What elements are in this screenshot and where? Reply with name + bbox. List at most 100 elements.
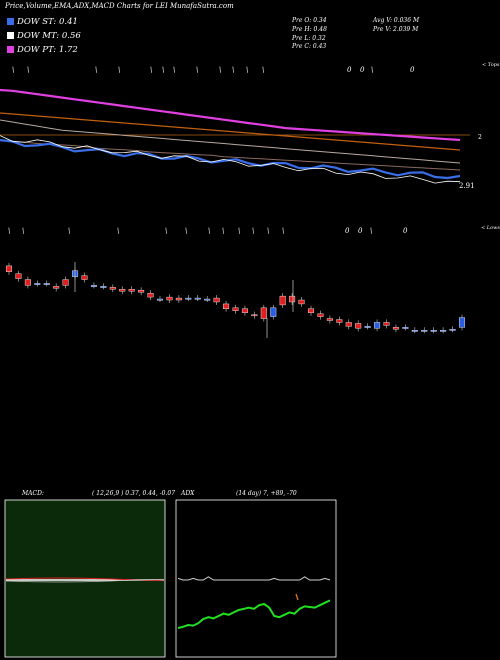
legend-dow-pt: DOW PT: 1.72 bbox=[7, 45, 78, 55]
low-mark: \ bbox=[222, 227, 224, 235]
candle-body bbox=[5, 265, 12, 272]
candle-body bbox=[308, 308, 315, 313]
adx-plus-di-line bbox=[177, 599, 331, 629]
candle-body bbox=[109, 287, 116, 290]
candle-body bbox=[364, 326, 371, 328]
macd-line bbox=[5, 579, 165, 583]
adx-minus-di-mark bbox=[295, 593, 299, 601]
legend-swatch-st bbox=[7, 18, 14, 25]
candle-body bbox=[232, 307, 239, 311]
last-price-label: 2.91 bbox=[459, 182, 475, 190]
candle-body bbox=[449, 329, 456, 331]
low-mark: \ bbox=[370, 227, 372, 235]
ema-line-white bbox=[0, 135, 461, 184]
candle-body bbox=[119, 289, 126, 292]
ema-line-orange bbox=[0, 112, 461, 151]
candle-body bbox=[317, 313, 324, 317]
low-mark: \ bbox=[208, 227, 210, 235]
candle-body bbox=[213, 297, 220, 303]
legend-swatch-pt bbox=[7, 46, 14, 53]
candle-body bbox=[185, 297, 192, 300]
top-mark: \ bbox=[173, 66, 175, 74]
top-mark: \ bbox=[246, 66, 248, 74]
legend-label-st: DOW ST: 0.41 bbox=[17, 17, 78, 27]
top-mark: 0 bbox=[347, 66, 352, 74]
candle-body bbox=[34, 283, 41, 285]
low-mark: \ bbox=[117, 227, 119, 235]
macd-params: ( 12,26,9 ) 0.37, 0.44, -0.07 bbox=[92, 490, 176, 497]
macd-label: MACD: bbox=[22, 490, 44, 497]
legend-swatch-mt bbox=[7, 32, 14, 39]
stat-open: Pre O: 0.34 bbox=[292, 17, 327, 24]
candle-body bbox=[374, 322, 381, 329]
top-mark: 0 bbox=[360, 66, 365, 74]
chart-title: Price,Volume,EMA,ADX,MACD Charts for LEI… bbox=[5, 2, 234, 10]
candle-body bbox=[43, 283, 50, 285]
candle-body bbox=[336, 319, 343, 323]
top-mark: \ bbox=[95, 66, 97, 74]
top-mark: \ bbox=[196, 66, 198, 74]
legend-dow-st: DOW ST: 0.41 bbox=[7, 17, 78, 27]
top-mark: \ bbox=[232, 66, 234, 74]
top-mark: \ bbox=[27, 66, 29, 74]
adx-panel bbox=[175, 499, 337, 658]
low-mark: \ bbox=[165, 227, 167, 235]
adx-main-line bbox=[177, 576, 331, 581]
candle-body bbox=[440, 330, 447, 332]
candle-body bbox=[62, 279, 69, 286]
top-mark: \ bbox=[12, 66, 14, 74]
legend-dow-mt: DOW MT: 0.56 bbox=[7, 31, 81, 41]
macd-signal-line bbox=[5, 577, 165, 581]
candle-body bbox=[194, 297, 201, 300]
adx-params: (14 day) 7, +89, -70 bbox=[236, 490, 297, 497]
candle-body bbox=[175, 297, 182, 301]
stat-pre-volume: Pre V: 2.039 M bbox=[373, 26, 419, 33]
candle-body bbox=[241, 308, 248, 313]
candle-body bbox=[459, 317, 466, 328]
top-mark: \ bbox=[371, 66, 373, 74]
candle-body bbox=[53, 286, 60, 289]
candle-body bbox=[421, 330, 428, 332]
low-mark: \ bbox=[68, 227, 70, 235]
candle-body bbox=[128, 289, 135, 292]
top-mark: \ bbox=[118, 66, 120, 74]
low-mark: \ bbox=[267, 227, 269, 235]
candle-body bbox=[298, 299, 305, 305]
candle-body bbox=[147, 293, 154, 298]
candle-body bbox=[223, 303, 230, 309]
top-mark: \ bbox=[150, 66, 152, 74]
ref-price-label: 2 bbox=[478, 134, 482, 141]
candle-body bbox=[166, 296, 173, 301]
low-mark: \ bbox=[238, 227, 240, 235]
low-mark: 0 bbox=[358, 227, 363, 235]
stat-close: Pre C: 0.43 bbox=[292, 43, 327, 50]
legend-label-pt: DOW PT: 1.72 bbox=[17, 45, 78, 55]
top-mark: \ bbox=[219, 66, 221, 74]
adx-label: ADX bbox=[181, 490, 195, 497]
top-mark: \ bbox=[162, 66, 164, 74]
candle-body bbox=[392, 327, 399, 330]
legend-label-mt: DOW MT: 0.56 bbox=[17, 31, 81, 41]
low-mark: \ bbox=[8, 227, 10, 235]
low-mark: \ bbox=[185, 227, 187, 235]
low-mark: 0 bbox=[403, 227, 408, 235]
candle-body bbox=[156, 298, 163, 301]
low-mark: \ bbox=[252, 227, 254, 235]
candle-body bbox=[411, 330, 418, 332]
candle-body bbox=[138, 290, 145, 293]
low-mark: 0 bbox=[345, 227, 350, 235]
candle-body bbox=[383, 322, 390, 326]
ema-line-pink bbox=[0, 88, 461, 142]
stat-high: Pre H: 0.48 bbox=[292, 26, 327, 33]
candle-body bbox=[345, 322, 352, 327]
candle-body bbox=[24, 279, 31, 286]
candle-body bbox=[100, 286, 107, 288]
candle-body bbox=[289, 295, 296, 303]
stat-low: Pre L: 0.32 bbox=[292, 35, 326, 42]
candle-body bbox=[355, 323, 362, 329]
candle-body bbox=[430, 330, 437, 332]
candle-body bbox=[402, 327, 409, 329]
lows-label: < Lows bbox=[481, 225, 500, 231]
candle-body bbox=[270, 307, 277, 317]
